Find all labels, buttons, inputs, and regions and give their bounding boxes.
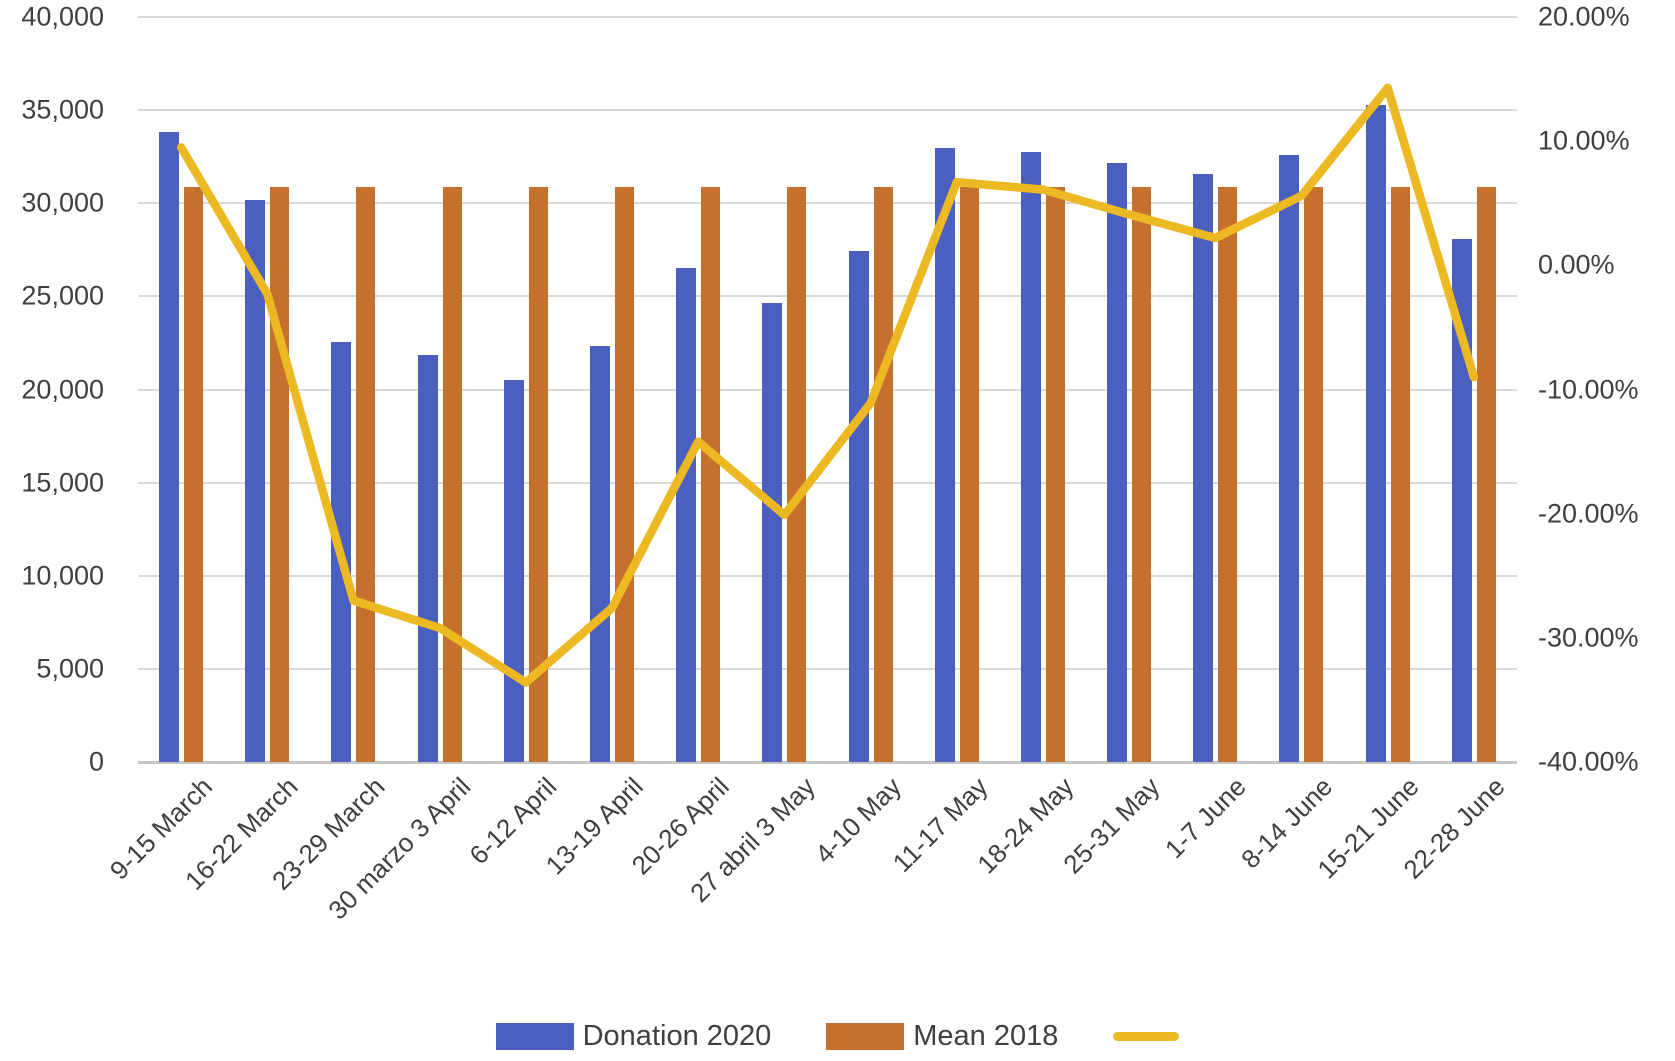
bar-mean-2018-14 (1304, 187, 1324, 762)
right-axis-tick-label: -10.00% (1538, 374, 1639, 404)
bar-donation-2020-15 (1365, 104, 1386, 762)
legend-item-line-series (1113, 1031, 1180, 1041)
legend-label: Donation 2020 (582, 1019, 772, 1052)
bar-donation-2020-5 (503, 380, 524, 762)
bar-mean-2018-5 (528, 187, 548, 762)
left-axis-tick-label: 20,000 (21, 374, 104, 404)
gridline (138, 667, 1517, 670)
percent-change-line (176, 83, 1479, 687)
bar-donation-2020-6 (589, 345, 610, 762)
bar-donation-2020-4 (417, 355, 438, 762)
legend-swatch-icon (1113, 1031, 1180, 1041)
bar-mean-2018-16 (1476, 187, 1496, 762)
legend-label: Mean 2018 (913, 1019, 1059, 1052)
legend-swatch-icon (495, 1022, 574, 1050)
bar-donation-2020-7 (676, 268, 697, 762)
bar-donation-2020-16 (1451, 239, 1472, 762)
left-axis-tick-label: 40,000 (21, 1, 104, 32)
left-axis-tick-label: 10,000 (21, 560, 104, 591)
bar-mean-2018-9 (873, 187, 893, 762)
right-axis-tick-label: -40.00% (1538, 746, 1639, 777)
bar-mean-2018-11 (1045, 187, 1065, 762)
gridline (138, 202, 1517, 205)
gridline (138, 109, 1517, 112)
bar-mean-2018-1 (184, 187, 203, 762)
gridline (138, 481, 1517, 484)
x-axis-line (138, 761, 1517, 764)
left-axis-tick-label: 35,000 (21, 94, 104, 125)
bar-donation-2020-10 (934, 148, 955, 762)
bar-mean-2018-7 (701, 187, 721, 762)
left-axis-tick-label: 25,000 (21, 280, 104, 311)
bar-mean-2018-10 (959, 187, 979, 762)
bar-mean-2018-6 (614, 187, 634, 762)
legend-swatch-icon (826, 1022, 905, 1050)
left-axis-tick-label: 5,000 (36, 653, 104, 684)
bar-donation-2020-11 (1020, 152, 1041, 762)
plot-area (138, 16, 1517, 764)
gridline (138, 16, 1517, 18)
right-axis-tick-label: 10.00% (1538, 125, 1630, 156)
legend-item-donation-2020: Donation 2020 (495, 1019, 772, 1053)
left-axis-tick-label: 15,000 (21, 467, 104, 498)
bar-mean-2018-13 (1218, 187, 1238, 762)
bar-donation-2020-14 (1279, 154, 1300, 762)
left-axis-tick-label: 30,000 (21, 187, 104, 218)
bar-donation-2020-2 (245, 200, 266, 762)
bar-donation-2020-8 (762, 302, 783, 762)
bar-donation-2020-12 (1107, 163, 1128, 762)
bar-mean-2018-8 (787, 187, 807, 762)
gridline (138, 295, 1517, 298)
bar-mean-2018-15 (1390, 187, 1410, 762)
legend: Donation 2020 Mean 2018 (0, 1016, 1675, 1056)
right-axis-tick-label: -30.00% (1538, 622, 1639, 653)
gridline (138, 388, 1517, 391)
left-axis-tick-label: 0 (88, 746, 104, 777)
bar-donation-2020-1 (159, 132, 179, 762)
right-axis-tick-label: -20.00% (1538, 498, 1639, 529)
right-axis-tick-label: 20.00% (1538, 1, 1630, 32)
right-axis-tick-label: 0.00% (1538, 249, 1615, 280)
bar-mean-2018-3 (356, 187, 376, 762)
bar-donation-2020-13 (1193, 174, 1214, 762)
bar-donation-2020-9 (848, 250, 869, 762)
legend-item-mean-2018: Mean 2018 (826, 1020, 1058, 1053)
bar-mean-2018-12 (1132, 187, 1152, 762)
bar-mean-2018-4 (442, 187, 462, 762)
gridline (138, 574, 1517, 577)
